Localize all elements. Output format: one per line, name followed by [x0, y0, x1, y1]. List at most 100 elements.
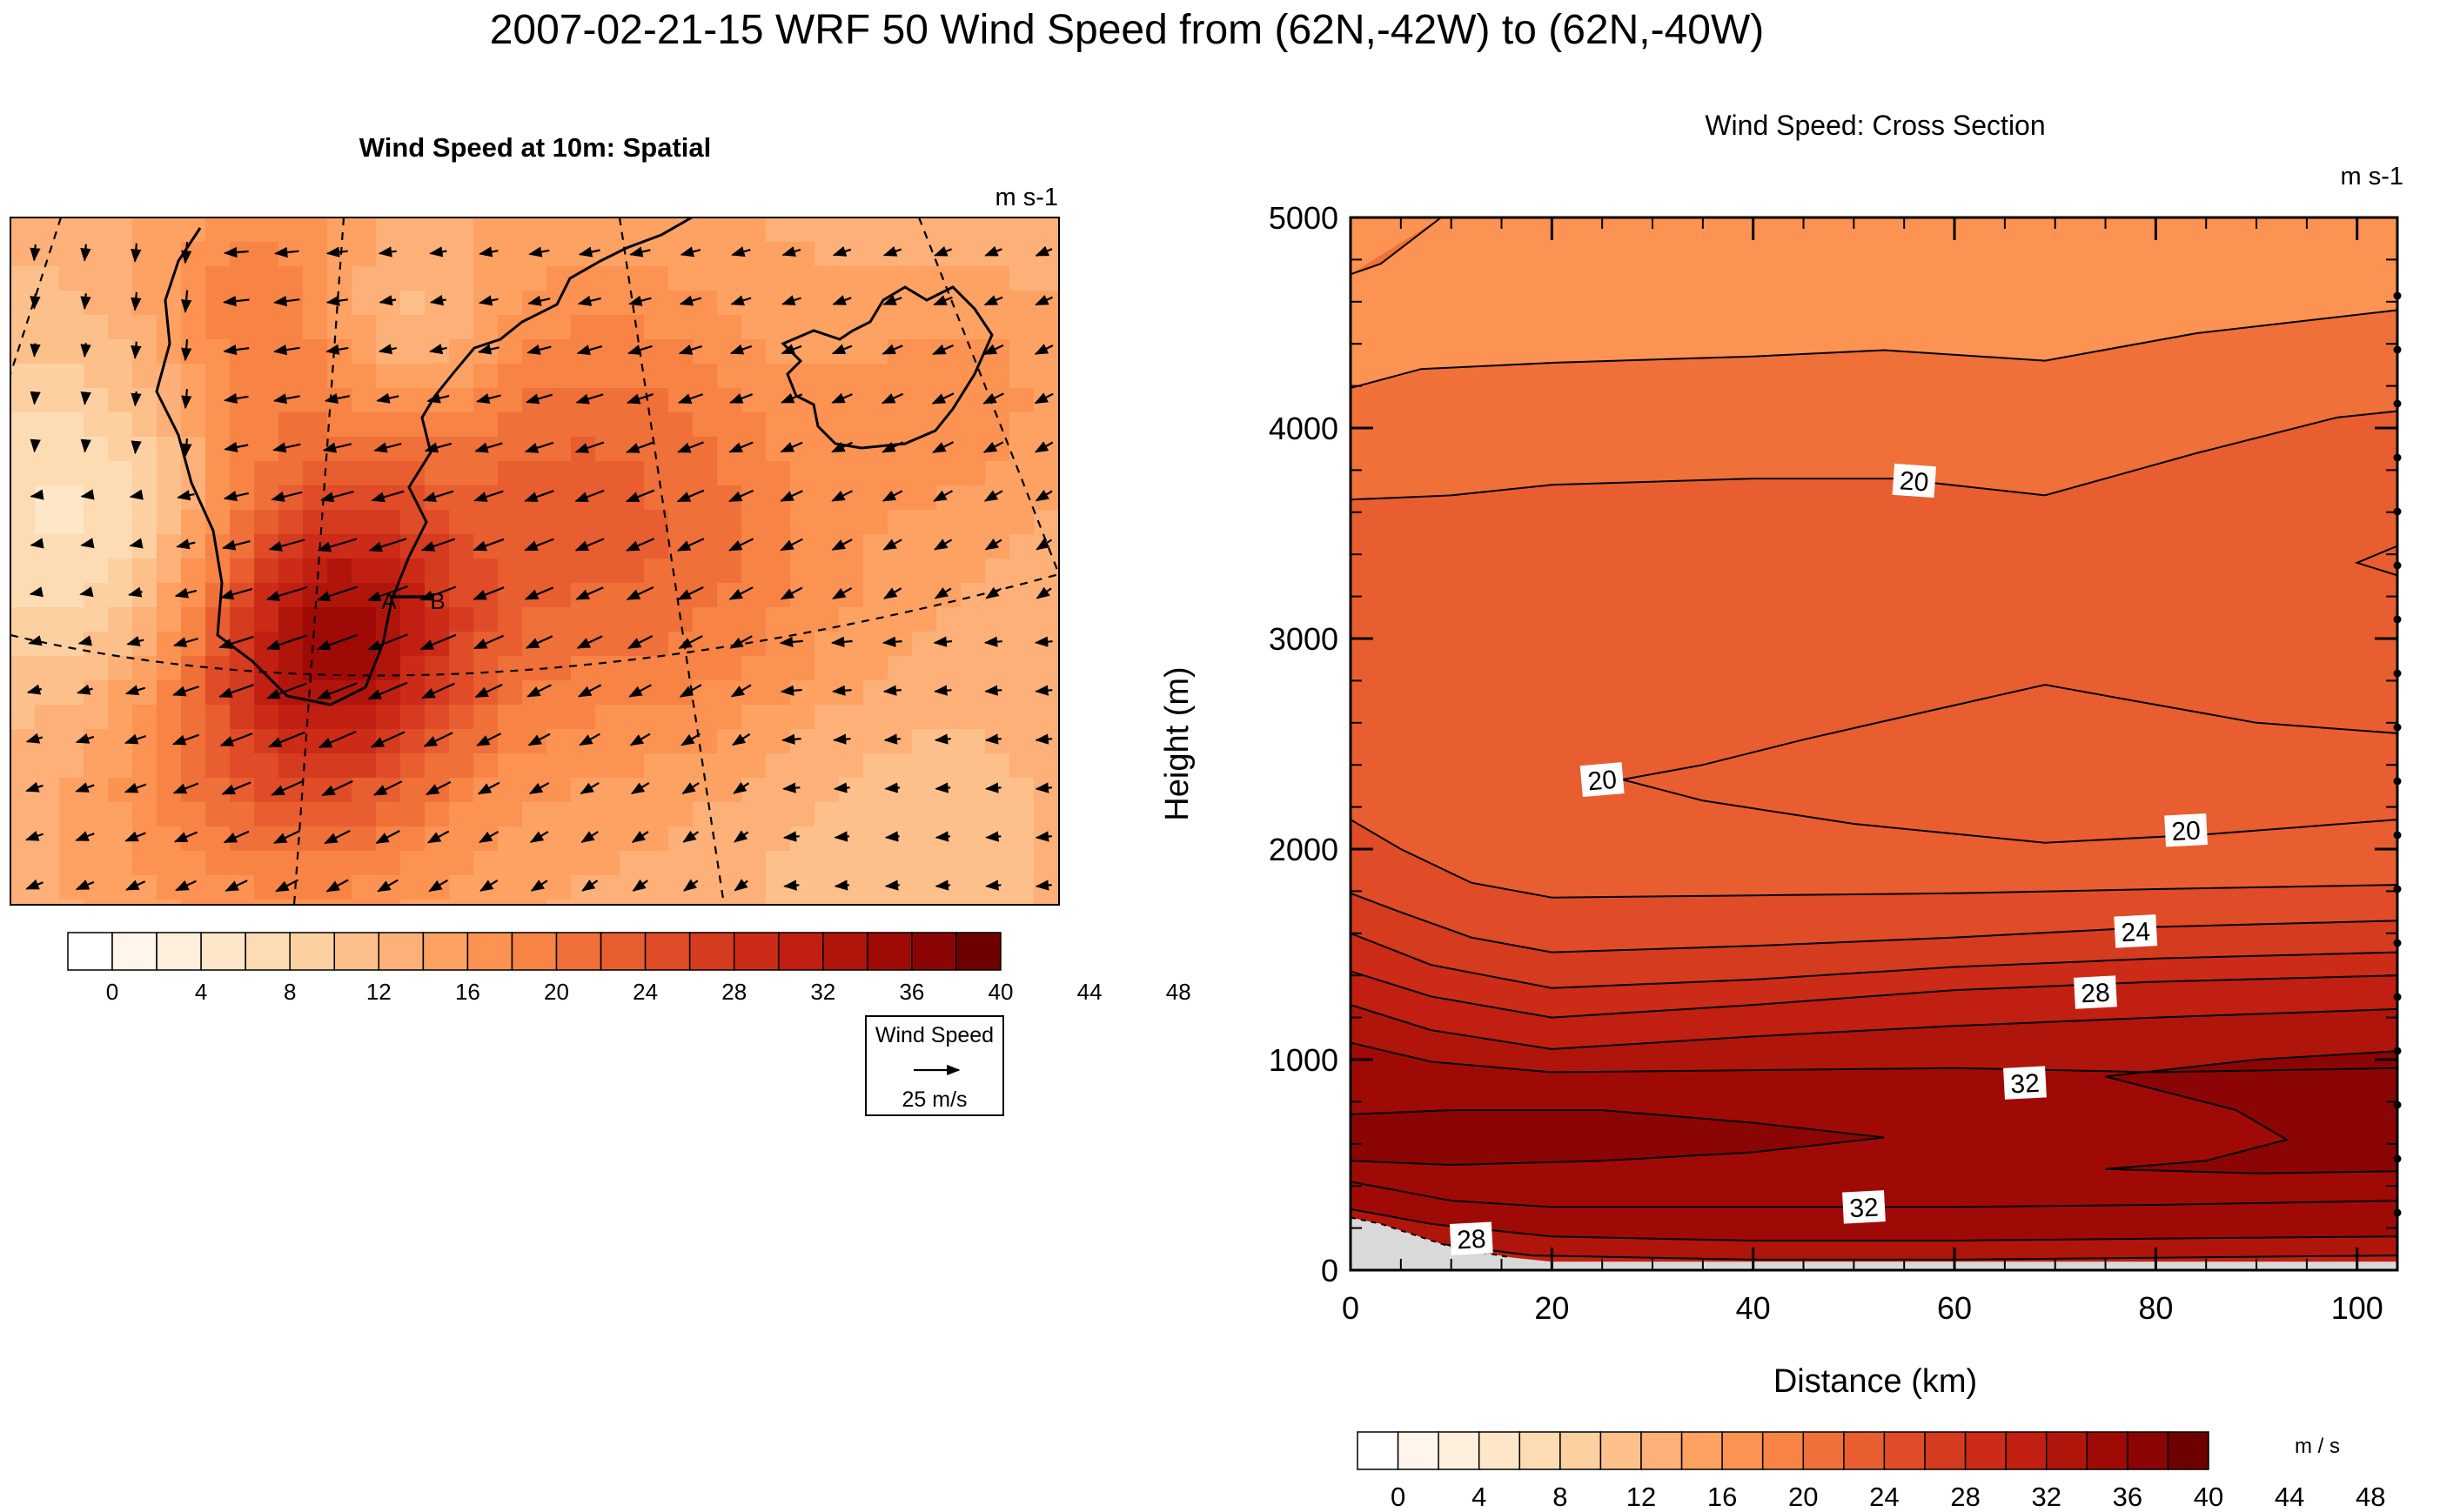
map-cell: [985, 510, 1010, 535]
wind-vector: [223, 246, 249, 258]
map-cell: [35, 339, 60, 365]
wind-vector: [933, 295, 953, 306]
map-cell: [35, 826, 60, 852]
wind-vector: [131, 440, 142, 455]
chart-units: m s-1: [2341, 163, 2404, 191]
map-cell: [473, 364, 499, 389]
wind-vector: [218, 684, 254, 699]
map-cell: [108, 291, 133, 316]
map-cell: [863, 217, 888, 243]
map-cell: [888, 461, 913, 486]
map-cell: [595, 485, 620, 511]
map-cell: [181, 778, 206, 803]
map-cell: [839, 875, 864, 900]
map-cell: [766, 217, 791, 243]
map-cell: [181, 826, 206, 852]
map-cell: [620, 266, 645, 291]
wind-vector: [527, 733, 551, 746]
map-cell: [181, 412, 206, 438]
map-cell: [668, 900, 694, 905]
wind-vector: [316, 633, 358, 651]
map-cell: [961, 900, 986, 905]
map-cell: [59, 315, 84, 340]
map-cell: [912, 802, 937, 827]
map-cell: [863, 753, 888, 779]
wind-vector: [680, 246, 701, 258]
wind-vector: [780, 538, 803, 552]
map-cell: [961, 291, 986, 316]
map-cell: [595, 900, 620, 905]
map-cell: [473, 388, 499, 413]
map-cell: [59, 437, 84, 462]
map-cell: [1058, 632, 1059, 657]
map-cell: [1009, 583, 1035, 608]
map-cell: [985, 559, 1010, 584]
map-cell: [84, 875, 109, 900]
map-cell: [668, 559, 694, 584]
map-cell: [644, 875, 669, 900]
wind-vector: [934, 733, 951, 745]
map-cell: [303, 753, 328, 779]
map-cell: [1009, 632, 1035, 657]
map-cell: [157, 510, 182, 535]
map-cell: [912, 900, 937, 905]
colorbar-label-12: 12: [1626, 1482, 1656, 1512]
wind-vector: [26, 684, 43, 695]
wind-vector: [265, 634, 308, 651]
fill-band-11: [1351, 1110, 1885, 1165]
colorbar-swatch-18: [867, 932, 913, 971]
map-cell: [400, 607, 426, 632]
map-cell: [790, 900, 815, 905]
map-cell: [888, 388, 913, 413]
map-cell: [35, 437, 60, 462]
wind-vector: [268, 731, 305, 748]
wind-vector: [378, 344, 397, 355]
map-cell: [59, 802, 84, 827]
wind-vector: [379, 295, 397, 306]
map-cell: [84, 583, 109, 608]
map-cell: [327, 412, 352, 438]
map-shading: [10, 217, 1059, 905]
wind-vector: [272, 830, 301, 844]
map-cell: [376, 753, 401, 779]
map-cell: [230, 437, 255, 462]
map-cell: [157, 778, 182, 803]
map-cell: [693, 339, 718, 365]
map-cell: [814, 729, 840, 754]
map-cell: [814, 680, 840, 706]
map-cell: [1034, 851, 1059, 876]
map-cell: [278, 461, 304, 486]
colorbar-label-16: 16: [455, 979, 480, 1005]
wind-vector: [731, 246, 751, 258]
map-cell: [254, 632, 279, 657]
wind-vector: [424, 442, 452, 453]
map-cell: [400, 851, 426, 876]
map-cell: [181, 729, 206, 754]
map-cell: [59, 412, 84, 438]
map-cell: [84, 266, 109, 291]
wind-vector: [29, 586, 44, 598]
cross-section-fill: [1351, 217, 2397, 1270]
map-cell: [400, 729, 426, 754]
map-cell: [1058, 315, 1059, 340]
map-cell: [1058, 826, 1059, 852]
map-cell: [132, 632, 158, 657]
map-cell: [595, 851, 620, 876]
wind-vector: [1034, 392, 1054, 405]
wind-vector: [476, 733, 501, 746]
map-cell: [303, 778, 328, 803]
map-cell: [571, 705, 596, 730]
map-cell: [912, 875, 937, 900]
wind-vector: [574, 441, 605, 453]
map-cell: [352, 242, 377, 267]
map-cell: [10, 437, 36, 462]
wind-vector: [322, 442, 352, 453]
map-cell: [181, 242, 206, 267]
map-cell: [327, 217, 352, 243]
map-cell: [888, 753, 913, 779]
colorbar-swatch-17: [822, 932, 868, 971]
map-cell: [717, 802, 742, 827]
wind-vector: [224, 441, 249, 452]
map-cell: [254, 412, 279, 438]
map-cell: [425, 291, 450, 316]
